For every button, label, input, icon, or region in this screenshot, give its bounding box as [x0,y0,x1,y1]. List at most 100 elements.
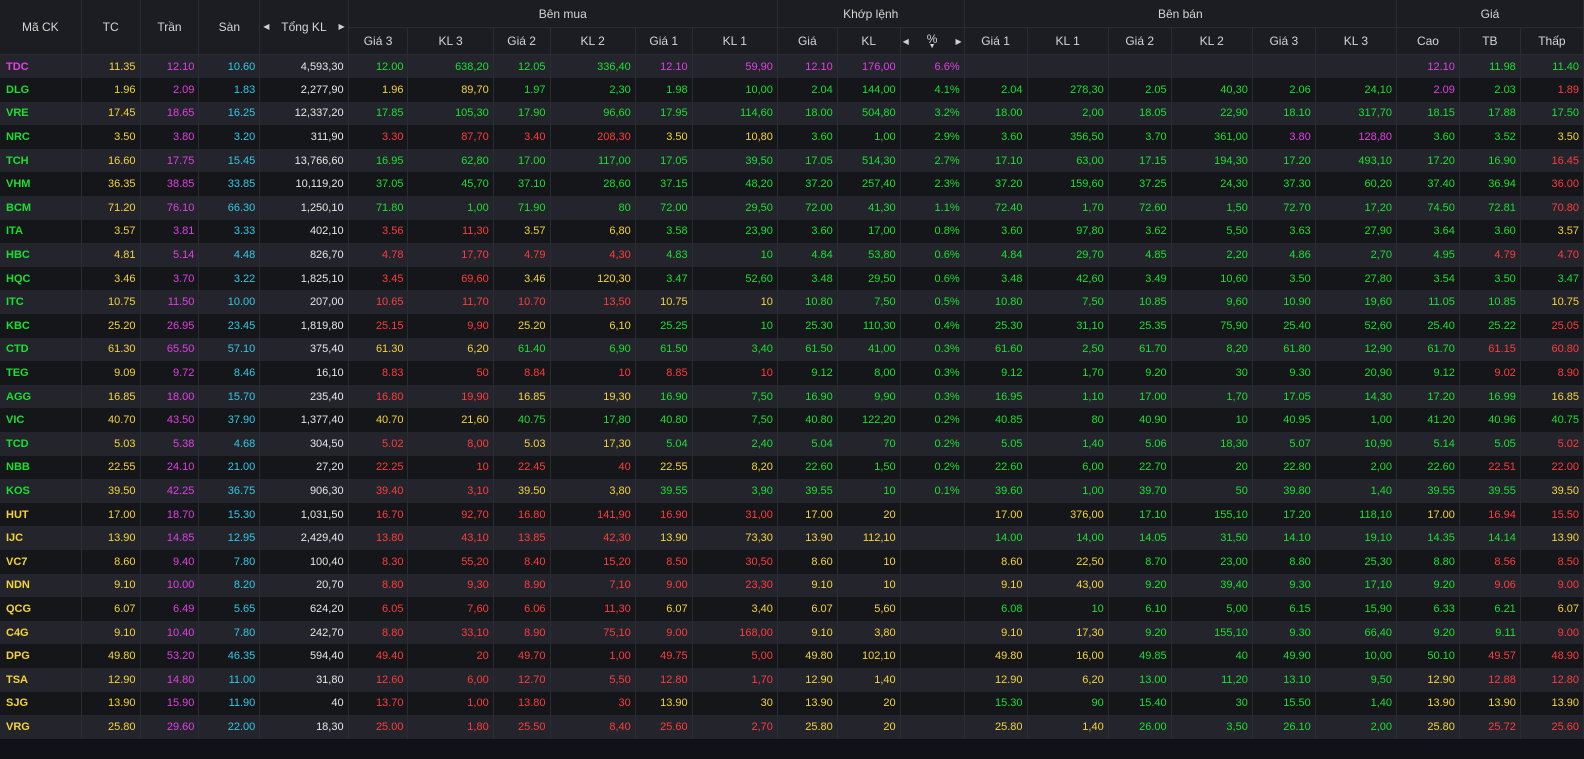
table-row[interactable]: TCD 5.03 5.38 4.68 304,50 5.02 8,00 5.03 17,30 5.… [0,432,1584,456]
table-row[interactable]: ITC 10.75 11.50 10.00 207,00 10.65 11,70 10.70 1… [0,290,1584,315]
table-row[interactable]: AGG 16.85 18.00 15.70 235,40 16.80 19,90 16.85 1… [0,384,1584,409]
table-row[interactable]: NRC 3.50 3.80 3.20 311,90 3.30 87,70 3.40 208,30… [0,125,1584,149]
table-row[interactable]: KOS 39.50 42.25 36.75 906,30 39.40 3,10 39.50 3,… [0,479,1584,503]
table-row[interactable]: BCM 71.20 76.10 66.30 1,250,10 71.80 1,00 71.90… [0,196,1584,220]
sell-cell: 13.00 [1108,667,1172,692]
table-row[interactable]: C4G 9.10 10.40 7.80 242,70 8.80 33,10 8.90 75,10… [0,620,1584,645]
sell-cell: 376,00 [1027,502,1109,527]
buy-cell: 8.30 [348,549,409,574]
table-row[interactable]: CTD 61.30 65.50 57.10 375,40 61.30 6,20 61.40 6,… [0,337,1584,362]
buy-cell: 4.79 [493,243,551,267]
table-row[interactable]: NBB 22.55 24.10 21.00 27,20 22.25 10 22.45 40 22.… [0,455,1584,480]
col-header-sell-5[interactable]: KL 3 [1315,27,1398,55]
col-header-match-0[interactable]: Giá [777,27,838,55]
table-row[interactable]: VIC 40.70 43.50 37.90 1,377,40 40.70 21,60 40.7… [0,408,1584,432]
match-cell: 41,30 [837,196,901,220]
match-cell: 9,90 [837,384,901,409]
col-header-ref[interactable]: TC [81,0,141,55]
caret-down-icon[interactable]: ▼ [928,43,936,50]
table-row[interactable]: VRG 25.80 29.60 22.00 18,30 25.00 1,80 25.50 8,4… [0,715,1584,739]
buy-cell: 1,80 [407,715,494,739]
table-row[interactable]: ITA 3.57 3.81 3.33 402,10 3.56 11,30 3.57 6,80 3.… [0,219,1584,244]
table-row[interactable]: HQC 3.46 3.70 3.22 1,825,10 3.45 69,60 3.46 120,… [0,266,1584,291]
buy-cell: 3.40 [493,125,551,149]
sell-cell: 72.70 [1252,196,1316,220]
price-stat-cell: 49.57 [1459,644,1521,668]
match-cell: 17,00 [837,219,901,244]
buy-cell: 10.75 [635,290,693,315]
col-header-buy-5[interactable]: KL 1 [692,27,778,55]
table-row[interactable]: TEG 9.09 9.72 8.46 16,10 8.83 50 8.84 10 8.85 10 9.… [0,361,1584,385]
caret-right-icon[interactable]: ▶ [338,22,345,31]
col-header-price-0[interactable]: Cao [1396,27,1460,55]
price-stat-cell: 16.85 [1520,384,1584,409]
price-stat-cell: 25.40 [1396,314,1460,338]
price-stat-cell: 22.60 [1396,455,1460,480]
table-row[interactable]: TDC 11.35 12.10 10.60 4,593,30 12.00 638,20 12.… [0,54,1584,79]
price-stat-cell: 11.98 [1459,54,1521,79]
col-header-buy-3[interactable]: KL 2 [550,27,636,55]
table-row[interactable]: VC7 8.60 9.40 7.80 100,40 8.30 55,20 8.40 15,20 8… [0,549,1584,574]
caret-right-icon[interactable]: ▶ [955,37,962,46]
col-header-sell-2[interactable]: Giá 2 [1108,27,1172,55]
table-row[interactable]: NDN 9.10 10.00 8.20 20,70 8.80 9,30 8.90 7,10 9.0… [0,573,1584,598]
col-header-ceil[interactable]: Trần [140,0,200,55]
table-row[interactable]: DLG 1.96 2.09 1.83 2,277,90 1.96 89,70 1.97 2,30… [0,78,1584,102]
price-stat-cell: 9.00 [1520,573,1584,598]
col-header-buy-2[interactable]: Giá 2 [493,27,551,55]
sell-cell: 61.70 [1108,337,1172,362]
col-header-sell-4[interactable]: Giá 3 [1252,27,1316,55]
match-cell: 40.80 [777,408,838,432]
symbol-cell: VRE [0,101,82,126]
buy-cell: 49.40 [348,644,409,668]
col-header-buy-0[interactable]: Giá 3 [348,27,409,55]
table-row[interactable]: VHM 36.35 38.85 33.85 10,119,20 37.05 45,70 37.… [0,172,1584,197]
table-row[interactable]: SJG 13.90 15.90 11.90 40 13.70 1,00 13.80 30 13.9… [0,691,1584,716]
table-row[interactable]: HBC 4.81 5.14 4.48 826,70 4.78 17,70 4.79 4,30 4.… [0,243,1584,267]
col-header-floor[interactable]: Sàn [198,0,261,55]
col-header-price-2[interactable]: Thấp [1520,27,1584,55]
table-row[interactable]: TSA 12.90 14.80 11.00 31,80 12.60 6,00 12.70 5,5… [0,667,1584,692]
buy-cell: 19,30 [550,384,636,409]
buy-cell: 12.05 [493,54,551,79]
sell-cell: 75,90 [1171,314,1253,338]
match-cell: 25.30 [777,314,838,338]
table-row[interactable]: IJC 13.90 14.85 12.95 2,429,40 13.80 43,10 13.8… [0,526,1584,550]
col-header-total-volume[interactable]: ◀ Tổng KL ▶ [259,0,349,55]
table-row[interactable]: DPG 49.80 53.20 46.35 594,40 49.40 20 49.70 1,00… [0,644,1584,668]
price-stat-cell: 3.47 [1520,266,1584,291]
col-header-sell-3[interactable]: KL 2 [1171,27,1253,55]
sell-cell: 1,70 [1027,196,1109,220]
total-volume-cell: 1,031,50 [259,502,349,527]
sell-cell: 1,00 [1027,479,1109,503]
sell-cell: 12,90 [1315,337,1398,362]
col-header-symbol[interactable]: Mã CK [0,0,82,55]
buy-cell: 61.40 [493,337,551,362]
match-cell: 17.00 [777,502,838,527]
buy-cell: 20 [407,644,494,668]
caret-left-icon[interactable]: ◀ [902,37,909,46]
match-cell: 0.8% [900,219,965,244]
col-header-buy-4[interactable]: Giá 1 [635,27,693,55]
match-cell: 257,40 [837,172,901,197]
table-row[interactable]: VRE 17.45 18.65 16.25 12,337,20 17.85 105,30 17… [0,101,1584,126]
col-header-match-2[interactable]: ◀% ▼ ▶ [900,27,965,55]
col-header-buy-1[interactable]: KL 3 [407,27,494,55]
col-header-sell-0[interactable]: Giá 1 [964,27,1028,55]
symbol-cell: VRG [0,715,82,739]
buy-cell: 48,20 [692,172,778,197]
buy-cell: 8,00 [407,432,494,456]
col-header-sell-1[interactable]: KL 1 [1027,27,1109,55]
table-row[interactable]: KBC 25.20 26.95 23.45 1,819,80 25.15 9,90 25.20… [0,314,1584,338]
sell-cell: 22,50 [1027,549,1109,574]
table-row[interactable]: TCH 16.60 17.75 15.45 13,766,60 16.95 62,80 17.… [0,148,1584,173]
col-header-price-1[interactable]: TB [1459,27,1521,55]
caret-left-icon[interactable]: ◀ [263,22,270,31]
table-row[interactable]: QCG 6.07 6.49 5.65 624,20 6.05 7,60 6.06 11,30 6.… [0,597,1584,621]
ceil-price-cell: 18.70 [140,502,200,527]
symbol-cell: HUT [0,502,82,527]
match-cell [900,526,965,550]
table-row[interactable]: HUT 17.00 18.70 15.30 1,031,50 16.70 92,70 16.8… [0,502,1584,527]
col-header-match-1[interactable]: KL [837,27,901,55]
